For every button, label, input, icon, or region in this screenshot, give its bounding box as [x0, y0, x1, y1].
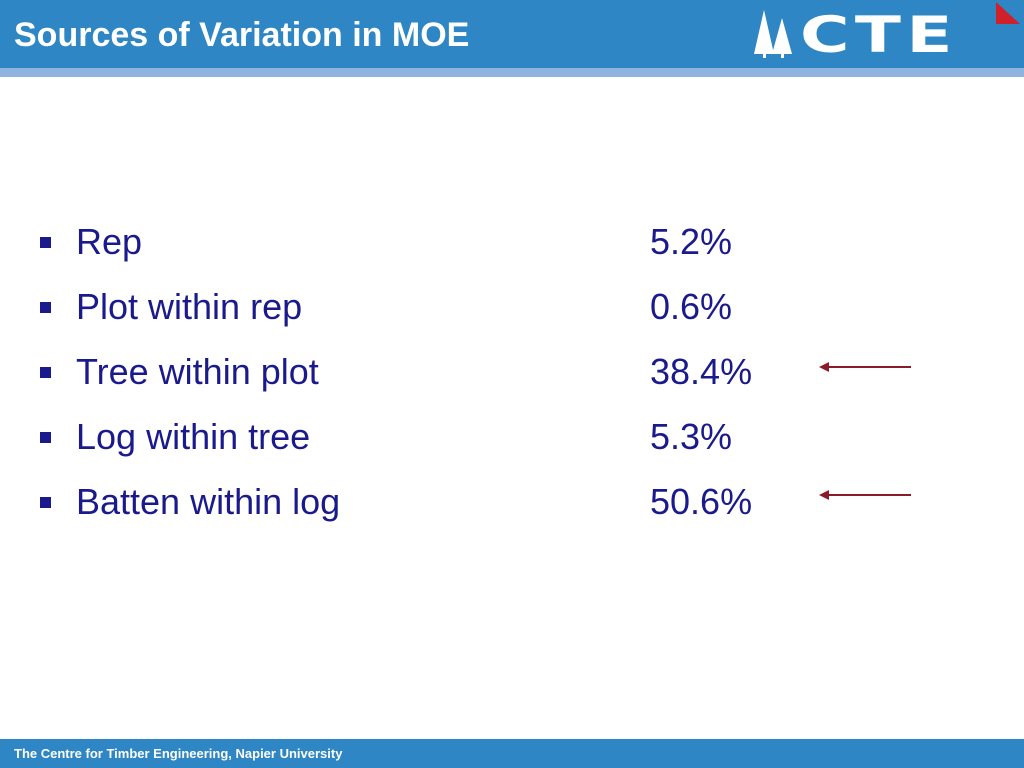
item-value: 50.6% [650, 481, 753, 522]
item-value: 5.3% [650, 416, 733, 457]
logo-text: CTE [800, 6, 958, 64]
list-item: Log within tree 5.3% [0, 416, 1024, 460]
list-item: Tree within plot 38.4% [0, 351, 1024, 395]
list-item: Plot within rep 0.6% [0, 286, 1024, 330]
list-item: Batten within log 50.6% [0, 481, 1024, 525]
item-label: Tree within plot [76, 351, 319, 392]
item-label: Plot within rep [76, 286, 303, 327]
footer-text: The Centre for Timber Engineering, Napie… [14, 746, 343, 761]
item-label: Log within tree [76, 416, 311, 457]
item-value: 5.2% [650, 221, 733, 262]
item-value: 0.6% [650, 286, 733, 327]
item-label: Rep [76, 221, 143, 262]
item-label: Batten within log [76, 481, 341, 522]
header-stripe [0, 68, 1024, 77]
corner-mark [996, 2, 1020, 24]
bullet [40, 497, 51, 508]
bullet [40, 367, 51, 378]
item-value: 38.4% [650, 351, 753, 392]
bullet [40, 237, 51, 248]
bullet [40, 432, 51, 443]
arrows [819, 362, 911, 500]
header-bar: Sources of Variation in MOE CTE [0, 0, 1024, 68]
footer-bar: The Centre for Timber Engineering, Napie… [0, 739, 1024, 768]
slide-title: Sources of Variation in MOE [14, 16, 470, 54]
bullet [40, 302, 51, 313]
logo-trees [754, 10, 792, 58]
list-item: Rep 5.2% [0, 221, 1024, 265]
